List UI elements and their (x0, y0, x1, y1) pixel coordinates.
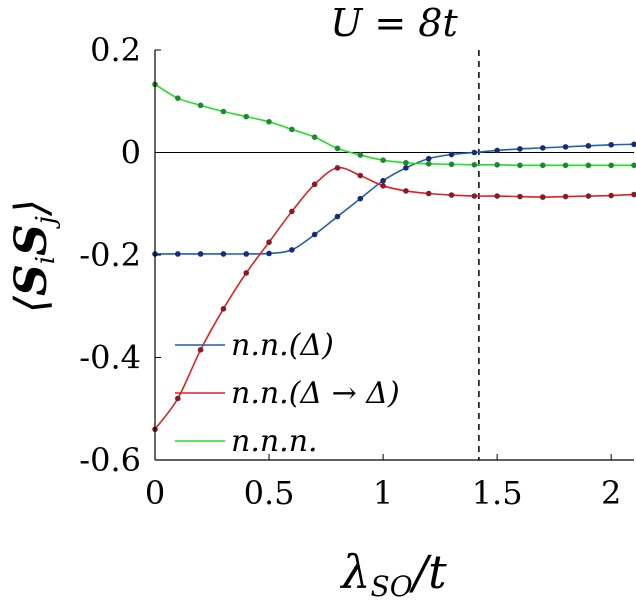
series-0-point-15 (494, 147, 500, 154)
x-tick-label-4: 2 (601, 474, 621, 512)
series-0-point-18 (562, 144, 569, 150)
series-1-point-6 (289, 208, 295, 215)
series-0-point-3 (220, 251, 227, 257)
series-1-point-16 (517, 193, 523, 200)
x-axis-title: λSO/t (339, 545, 447, 600)
series-2-point-16 (517, 162, 523, 169)
series-1-point-19 (585, 193, 592, 199)
series-0-point-13 (448, 151, 455, 158)
series-1-point-5 (266, 239, 272, 245)
series-0-point-19 (585, 143, 592, 149)
series-1-point-1 (175, 395, 181, 402)
series-0-point-2 (197, 251, 204, 257)
series-2-point-7 (311, 134, 318, 140)
series-1-point-12 (425, 190, 432, 197)
series-1-point-14 (471, 193, 478, 199)
series-2-point-5 (266, 118, 272, 125)
series-0-point-4 (243, 251, 250, 257)
series-2-point-4 (243, 113, 250, 120)
series-2-point-10 (380, 157, 386, 163)
series-1-point-4 (243, 270, 250, 276)
series-2-point-14 (471, 162, 478, 168)
series-0-point-16 (517, 146, 523, 152)
y-tick-label-1: 0 (121, 134, 141, 172)
series-0-point-5 (266, 250, 272, 257)
x-tick-label-3: 1.5 (472, 474, 523, 512)
y-axis-title: ⟨SiSj⟩ (6, 199, 61, 313)
legend-1-label: n.n.(Δ → Δ) (231, 376, 400, 411)
x-tick-label-0: 0 (145, 474, 165, 512)
plot-area (152, 50, 636, 460)
series-0-line (155, 143, 635, 255)
legend-0-label: n.n.(Δ) (231, 328, 334, 363)
series-2-point-3 (220, 108, 227, 115)
series-2-point-15 (494, 162, 500, 168)
series-2-point-21 (631, 162, 636, 169)
series-1-point-11 (403, 188, 409, 194)
series-0-point-6 (289, 247, 295, 253)
legend-2-label: n.n.n. (231, 424, 318, 459)
axes: 0 0.5 1 1.5 2 0.2 0 -0.2 -0.4 -0.6 (79, 31, 634, 512)
x-tick-label-1: 0.5 (244, 474, 295, 512)
series-2-point-12 (425, 160, 432, 167)
series-1-point-18 (562, 193, 569, 200)
series-1-point-7 (311, 181, 318, 188)
series-1-point-9 (357, 172, 364, 179)
series-1-point-21 (631, 191, 636, 198)
series-1-point-20 (608, 192, 614, 199)
series-1-point-2 (197, 347, 204, 353)
y-tick-label-3: -0.4 (79, 339, 141, 377)
series-2-point-19 (585, 162, 592, 169)
series-2-point-13 (448, 161, 455, 168)
series-0-point-10 (380, 177, 386, 184)
series-0-point-21 (631, 141, 636, 148)
series-1-point-3 (220, 306, 227, 312)
series-2-point-20 (608, 162, 614, 169)
series-0-point-7 (311, 231, 318, 238)
svg-text:⟨SiSj⟩: ⟨SiSj⟩ (6, 199, 61, 313)
series-1-line (154, 166, 635, 430)
legend: n.n.(Δ) n.n.(Δ → Δ) n.n.n. (175, 328, 400, 459)
series-0-point-8 (334, 213, 341, 220)
y-tick-label-2: -0.2 (79, 236, 141, 274)
series-2-point-1 (175, 95, 181, 101)
series-2-point-18 (562, 162, 569, 169)
series-2-line (154, 83, 634, 167)
series-1-point-15 (494, 193, 500, 199)
series-1-point-8 (334, 165, 341, 171)
series-0-point-20 (608, 142, 614, 148)
series-0-point-12 (425, 155, 432, 162)
series-0-point-9 (357, 195, 364, 202)
series-1-point-13 (448, 192, 455, 198)
series-0-point-11 (403, 165, 409, 171)
chart-title: U = 8t (330, 1, 458, 45)
series-2-point-6 (289, 126, 295, 133)
series-2-point-2 (197, 102, 204, 109)
y-tick-label-4: -0.6 (79, 441, 141, 479)
series-1-point-10 (380, 183, 386, 189)
series-2-point-17 (539, 162, 546, 169)
x-tick-label-2: 1 (373, 474, 393, 512)
series-2-point-9 (357, 152, 364, 158)
series-0-point-1 (175, 251, 181, 257)
series-2-point-11 (403, 159, 409, 166)
series-2-point-8 (334, 145, 341, 152)
series-0-point-17 (539, 145, 546, 151)
series-1-point-17 (539, 194, 546, 200)
series-0-point-14 (471, 149, 478, 156)
y-tick-label-0: 0.2 (90, 31, 141, 69)
